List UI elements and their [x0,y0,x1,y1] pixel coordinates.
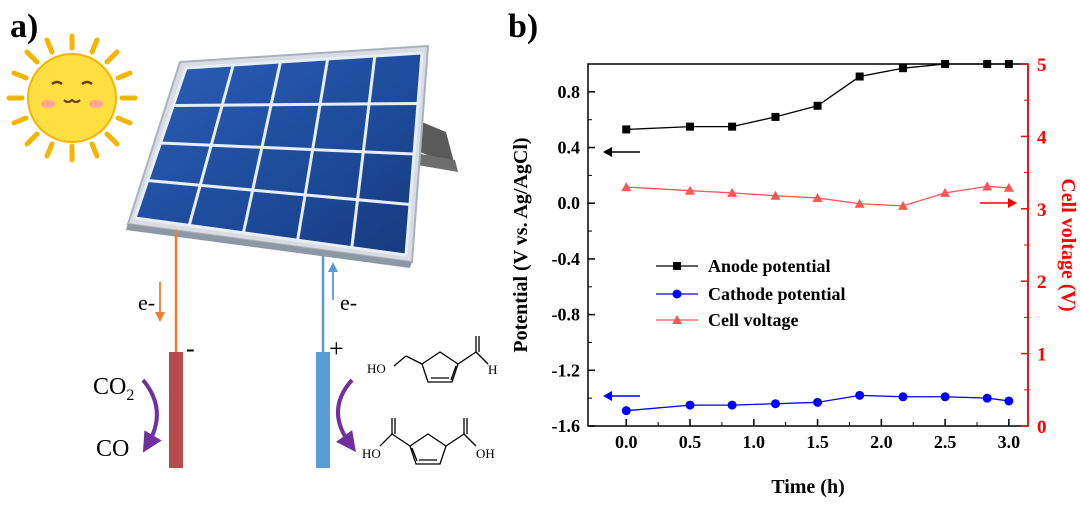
solar-panel [126,44,458,268]
cell-voltage-point [898,200,909,210]
anode-potential-point [855,72,864,81]
x-axis-title: Time (h) [771,476,845,498]
oxidation-arrow [336,378,356,453]
anode-potential-line [626,63,1009,131]
cathode-potential-point [727,400,737,410]
fdca-molecule [379,418,477,465]
hmf-ho-label: HO [367,361,386,376]
y-right-tick-label: 2 [1037,272,1047,293]
sun-icon [6,33,138,163]
y-left-tick-label: -0.4 [552,249,581,269]
anode-potential-point [941,60,950,68]
anode-potential-point [728,122,737,131]
anode-electrode [316,352,330,468]
y-left-tick-label: 0.8 [558,82,581,102]
cathode-electrode [169,352,183,468]
legend-cathode-label: Cathode potential [708,284,846,304]
y-right-tick-label: 5 [1037,55,1047,76]
right-axis-indicator-arrow [980,198,1017,208]
electron-arrow-up [328,262,338,300]
cell-voltage-point [727,187,738,197]
fdca-ho-label: HO [362,446,381,461]
cell-voltage-point [685,185,696,195]
panel-grid-line [134,216,407,257]
x-tick-label: 2.0 [870,432,893,452]
cathode-potential-point [982,393,992,403]
panel-b-label: b) [508,8,539,45]
x-tick-label: 2.5 [934,432,957,452]
negative-terminal-label: - [186,334,195,363]
legend-cell-voltage-marker [672,315,682,324]
cathode-potential-point [940,392,950,402]
cathode-potential-point [621,406,631,416]
panel-grid-line [147,179,411,206]
legend-cathode-marker [672,289,682,299]
anode-potential-point [771,112,780,121]
legend-anode: Anode potential [656,256,831,276]
anode-potential-point [1004,60,1013,68]
y-right-tick-label: 4 [1037,127,1047,148]
panel-a-label: a) [10,8,39,45]
cathode-axis-indicator-arrow [603,391,640,401]
cathode-potential-point [898,392,908,402]
legend-cathode: Cathode potential [656,284,846,304]
panel-grid-line [185,51,423,70]
cell-voltage-point [854,198,865,208]
legend-anode-label: Anode potential [708,256,831,276]
chart-legend: Anode potential Cathode potential Cell v… [656,256,846,330]
legend-anode-marker [673,262,681,270]
y-right-tick-label: 1 [1037,345,1047,366]
x-tick-label: 0.0 [615,432,638,452]
y-left-tick-label: -1.6 [552,416,581,436]
legend-cell-voltage: Cell voltage [656,310,798,330]
cell-voltage-point [770,190,781,200]
right-axis-title: Cell voltage (V) [1057,178,1079,311]
legend-cell-voltage-label: Cell voltage [708,310,798,330]
left-axis-indicator-arrow [603,147,640,157]
co2-label: CO2 [93,374,134,404]
y-right-tick-label: 3 [1037,200,1047,221]
cathode-potential-point [813,397,823,407]
cell-voltage-point [1003,182,1014,192]
positive-terminal-label: + [329,334,344,363]
cell-voltage-point [982,181,993,191]
x-tick-label: 3.0 [998,432,1021,452]
hmf-molecule [393,336,489,383]
anode-potential-point [622,125,631,134]
cell-voltage-point [940,187,951,197]
x-tick-label: 1.0 [743,432,766,452]
anode-potential-point [899,64,908,73]
co-label: CO [96,436,129,462]
electron-arrow-down [155,282,165,322]
cathode-potential-line [626,394,1009,412]
anode-potential-point [813,101,822,110]
cathode-potential-point [770,399,780,409]
anode-potential-point [983,60,992,68]
y-left-tick-label: 0.4 [558,138,581,158]
cathode-potential-point [855,390,865,400]
reduction-arrow [141,378,162,453]
x-tick-label: 1.5 [806,432,829,452]
electron-label-left: e- [138,290,155,315]
cell-voltage-point [621,182,632,192]
panel-grid-line [173,102,419,107]
solar-cell-schematic: e- e- - + CO2 CO HO H HO [6,33,497,468]
y-left-tick-label: 0.0 [558,193,581,213]
panel-grid-line [160,141,415,156]
cathode-potential-point [1004,396,1014,406]
anode-potential-point [686,122,695,131]
fdca-oh-label: OH [476,446,495,461]
cell-voltage-line [626,185,1009,207]
x-tick-label: 0.5 [679,432,702,452]
hmf-h-label: H [488,362,497,377]
cell-voltage-point [812,192,823,202]
electron-label-right: e- [340,290,357,315]
y-left-tick-label: -1.2 [552,360,581,380]
plot-frame [587,63,1029,427]
left-axis-title: Potential (V vs. Ag/AgCl) [510,137,532,352]
y-right-tick-label: 0 [1037,417,1047,438]
y-left-tick-label: -0.8 [552,305,581,325]
cathode-potential-point [685,400,695,410]
